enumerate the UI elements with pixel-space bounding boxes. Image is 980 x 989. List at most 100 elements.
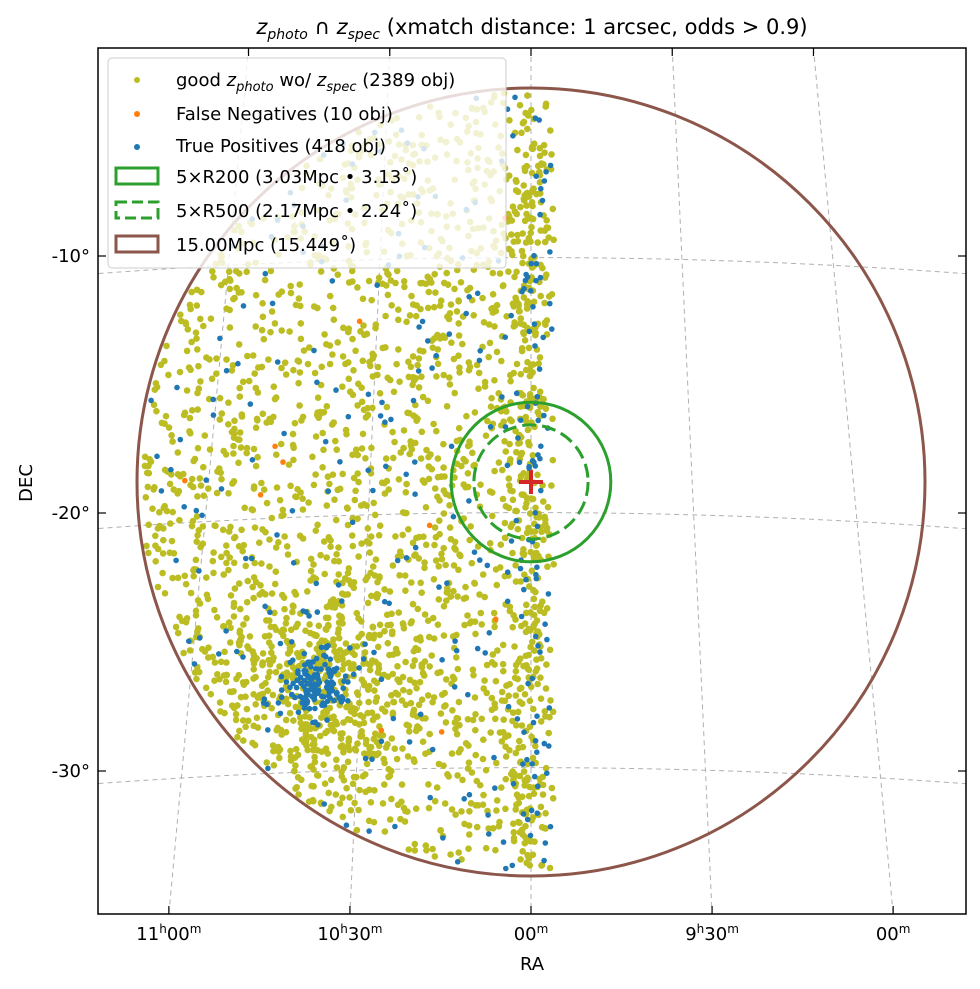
good-zphoto-point xyxy=(520,329,527,336)
good-zphoto-point xyxy=(300,347,308,354)
good-zphoto-point xyxy=(238,526,245,534)
good-zphoto-point xyxy=(429,614,437,622)
good-zphoto-point xyxy=(276,663,283,670)
good-zphoto-point xyxy=(250,675,257,682)
good-zphoto-point xyxy=(225,619,233,626)
good-zphoto-point xyxy=(254,453,261,461)
good-zphoto-point xyxy=(507,377,514,385)
good-zphoto-point xyxy=(541,238,549,246)
good-zphoto-point xyxy=(395,316,402,324)
good-zphoto-point xyxy=(539,781,547,789)
true-positive-point xyxy=(377,413,384,419)
true-positive-point xyxy=(515,435,521,441)
good-zphoto-point xyxy=(297,489,304,496)
good-zphoto-point xyxy=(302,730,310,738)
good-zphoto-point xyxy=(316,649,323,657)
good-zphoto-point xyxy=(395,609,403,616)
good-zphoto-point xyxy=(277,628,285,636)
y-tick-label: -10° xyxy=(52,246,90,267)
good-zphoto-point xyxy=(326,704,334,712)
good-zphoto-point xyxy=(227,523,234,531)
true-positive-point xyxy=(338,694,345,700)
good-zphoto-point xyxy=(441,800,449,807)
true-positive-point xyxy=(294,677,300,684)
good-zphoto-point xyxy=(526,391,534,398)
good-zphoto-point xyxy=(410,709,417,716)
good-zphoto-point xyxy=(455,698,463,706)
true-positive-point xyxy=(378,676,385,683)
good-zphoto-point xyxy=(350,367,357,374)
good-zphoto-point xyxy=(358,630,366,638)
good-zphoto-point xyxy=(374,643,382,651)
good-zphoto-point xyxy=(480,791,487,799)
good-zphoto-point xyxy=(368,592,375,600)
good-zphoto-point xyxy=(537,718,545,725)
good-zphoto-point xyxy=(510,834,518,842)
good-zphoto-point xyxy=(306,344,313,351)
true-positive-point xyxy=(461,796,468,802)
good-zphoto-point xyxy=(168,471,175,478)
good-zphoto-point xyxy=(324,473,332,481)
good-zphoto-point xyxy=(433,427,440,435)
good-zphoto-point xyxy=(362,455,369,462)
true-positive-point xyxy=(301,677,308,684)
good-zphoto-point xyxy=(236,727,243,735)
true-positive-point xyxy=(525,680,531,687)
good-zphoto-point xyxy=(169,508,176,516)
chart-title: zphoto ∩ zspec (xmatch distance: 1 arcse… xyxy=(255,15,807,43)
good-zphoto-point xyxy=(287,289,295,297)
good-zphoto-point xyxy=(358,676,366,683)
good-zphoto-point xyxy=(317,410,325,417)
good-zphoto-point xyxy=(513,268,520,276)
good-zphoto-point xyxy=(350,584,358,592)
good-zphoto-point xyxy=(517,370,525,378)
good-zphoto-point xyxy=(259,650,267,657)
good-zphoto-point xyxy=(432,289,439,296)
good-zphoto-point xyxy=(354,451,362,459)
good-zphoto-point xyxy=(510,612,517,619)
good-zphoto-point xyxy=(457,746,464,753)
true-positive-point xyxy=(386,600,393,607)
good-zphoto-point xyxy=(405,526,412,533)
true-positive-point xyxy=(504,569,511,575)
true-positive-point xyxy=(547,300,553,307)
ra-grid-line xyxy=(671,48,713,914)
good-zphoto-point xyxy=(491,661,498,668)
good-zphoto-point xyxy=(168,537,176,545)
true-positive-point xyxy=(526,328,533,335)
good-zphoto-point xyxy=(273,484,281,491)
circle-5r500 xyxy=(472,423,590,541)
good-zphoto-point xyxy=(533,617,541,624)
good-zphoto-point xyxy=(194,532,201,539)
good-zphoto-point xyxy=(245,377,253,385)
good-zphoto-point xyxy=(232,267,240,275)
good-zphoto-point xyxy=(272,394,280,401)
good-zphoto-point xyxy=(450,355,458,363)
good-zphoto-point xyxy=(535,514,543,521)
good-zphoto-point xyxy=(273,451,280,459)
good-zphoto-point xyxy=(539,598,546,605)
good-zphoto-point xyxy=(472,726,479,734)
good-zphoto-point xyxy=(428,465,436,473)
good-zphoto-point xyxy=(301,722,308,730)
good-zphoto-point xyxy=(250,666,257,673)
good-zphoto-point xyxy=(260,335,268,343)
good-zphoto-point xyxy=(484,417,491,425)
good-zphoto-point xyxy=(524,760,531,768)
good-zphoto-point xyxy=(191,669,199,676)
good-zphoto-point xyxy=(381,708,389,715)
good-zphoto-point xyxy=(293,784,301,791)
true-positive-points xyxy=(148,94,555,872)
good-zphoto-point xyxy=(519,230,526,237)
good-zphoto-point xyxy=(411,657,419,664)
good-zphoto-point xyxy=(502,448,510,455)
good-zphoto-point xyxy=(222,678,230,686)
good-zphoto-point xyxy=(426,275,434,283)
good-zphoto-point xyxy=(517,315,525,322)
true-positive-point xyxy=(223,628,229,634)
good-zphoto-point xyxy=(493,301,501,309)
good-zphoto-point xyxy=(150,401,158,409)
good-zphoto-point xyxy=(550,561,557,568)
good-zphoto-point xyxy=(423,446,430,454)
